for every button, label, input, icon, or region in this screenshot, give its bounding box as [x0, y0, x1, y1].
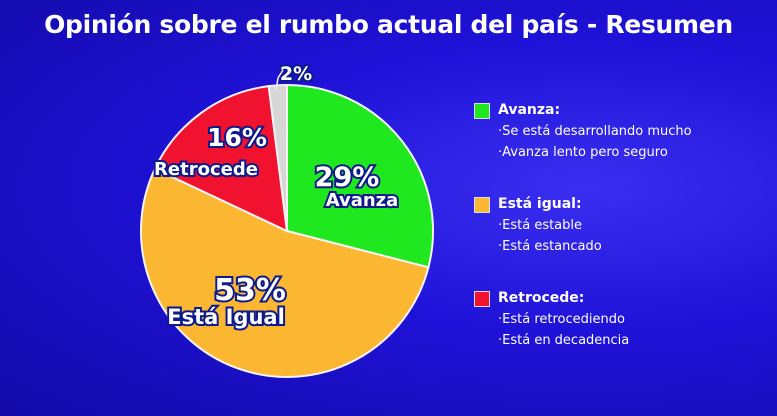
chart-title: Opinión sobre el rumbo actual del país -… — [44, 10, 733, 39]
legend-subitem: ·Está en decadencia — [498, 333, 630, 348]
legend-subitem: ·Avanza lento pero seguro — [498, 145, 668, 160]
slice-value-label: 29% — [315, 162, 380, 193]
legend-swatch — [474, 291, 490, 307]
legend-swatch — [474, 103, 490, 119]
slice-name-label: Avanza — [326, 190, 399, 211]
legend-swatch — [474, 197, 490, 213]
slice-value-label: 16% — [207, 123, 267, 152]
pie-slice-avanza — [286, 83, 434, 269]
leader-line — [275, 69, 284, 91]
legend-subitem: ·Está estancado — [498, 239, 602, 254]
legend-title: Retrocede: — [498, 290, 585, 306]
legend-item-esta-igual: Está igual: ·Está estable ·Está estancad… — [474, 194, 774, 257]
slice-name-label: Retrocede — [154, 159, 258, 180]
slice-value-label: 2% — [280, 63, 312, 85]
legend-subitem: ·Está estable — [498, 218, 583, 233]
legend-title: Está igual: — [498, 196, 582, 212]
pie-slice-other — [267, 83, 288, 232]
slice-value-label: 53% — [214, 273, 286, 308]
legend-item-avanza: Avanza: ·Se está desarrollando mucho ·Av… — [474, 100, 774, 163]
legend-item-retrocede: Retrocede: ·Está retrocediendo ·Está en … — [474, 288, 774, 351]
legend-subitem: ·Se está desarrollando mucho — [498, 124, 692, 139]
legend: Avanza: ·Se está desarrollando mucho ·Av… — [474, 100, 774, 382]
slice-name-label: Está Igual — [167, 305, 285, 329]
pie-slice-est-igual — [140, 167, 430, 378]
legend-title: Avanza: — [498, 102, 561, 118]
pie-slice-retrocede — [153, 85, 289, 233]
legend-subitem: ·Está retrocediendo — [498, 312, 625, 327]
